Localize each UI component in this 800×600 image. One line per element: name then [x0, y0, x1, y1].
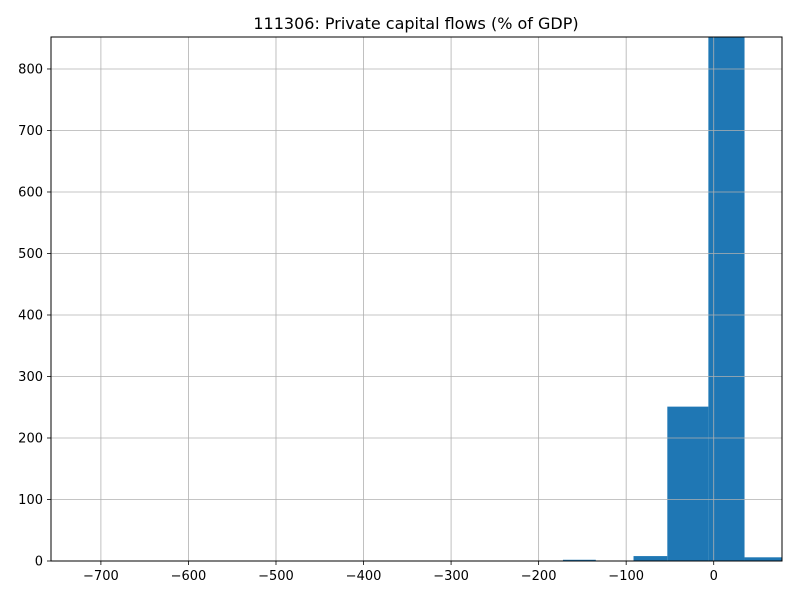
bars [562, 37, 782, 561]
histogram-bar [562, 559, 596, 561]
x-tick-label: −300 [433, 569, 469, 584]
histogram-bar [633, 556, 668, 561]
x-tick-label: 0 [710, 569, 718, 584]
grid-lines [51, 37, 782, 562]
y-tick-label: 500 [18, 247, 43, 262]
x-tick-label: −200 [521, 569, 557, 584]
chart-title: 111306: Private capital flows (% of GDP) [253, 14, 578, 33]
x-tick-label: −100 [608, 569, 644, 584]
plot-frame [50, 36, 783, 562]
y-tick-label: 200 [18, 431, 43, 446]
x-axis-ticks: −700 −600 −500 −400 −300 −200 −100 0 [83, 561, 718, 584]
histogram-bar [667, 406, 709, 561]
x-tick-label: −500 [258, 569, 294, 584]
y-tick-label: 400 [18, 308, 43, 323]
x-tick-label: −600 [171, 569, 207, 584]
y-tick-label: 0 [35, 555, 43, 570]
y-tick-label: 700 [18, 124, 43, 139]
y-tick-label: 800 [18, 62, 43, 77]
x-tick-label: −700 [83, 569, 119, 584]
y-tick-label: 100 [18, 493, 43, 508]
histogram-bar [744, 557, 782, 561]
x-tick-label: −400 [346, 569, 382, 584]
histogram-bar [708, 37, 745, 561]
y-axis-ticks: 0 100 200 300 400 500 600 700 800 [18, 62, 51, 570]
y-tick-label: 600 [18, 185, 43, 200]
y-tick-label: 300 [18, 370, 43, 385]
